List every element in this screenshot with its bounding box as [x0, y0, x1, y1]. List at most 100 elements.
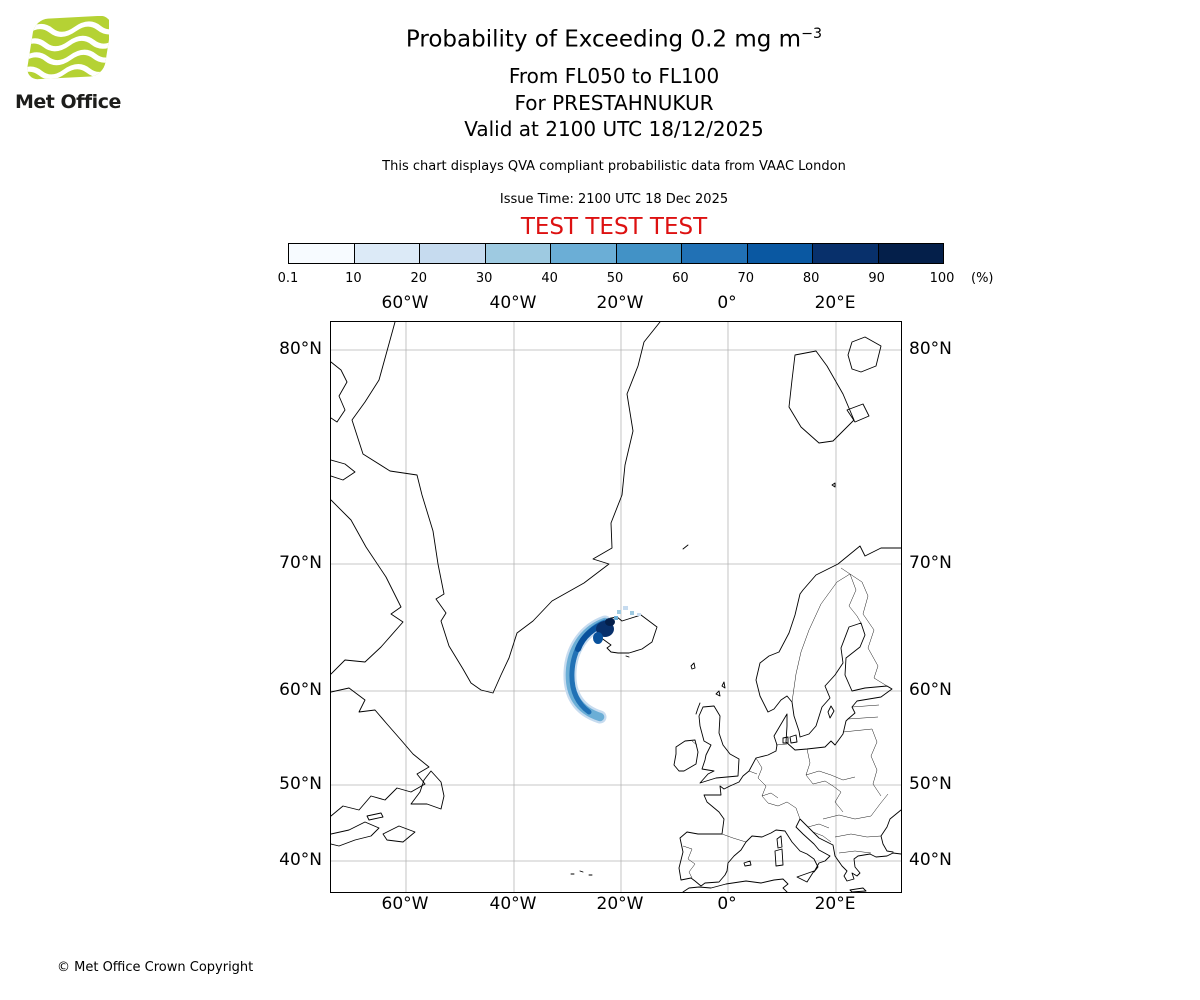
copyright: © Met Office Crown Copyright [57, 960, 254, 975]
coastline-ellesmere [330, 361, 348, 423]
x-axis-label-bottom: 40°W [489, 894, 537, 914]
island-sardinia [774, 848, 784, 867]
y-axis-label-right: 70°N [909, 553, 952, 573]
x-axis-label-top: 20°E [814, 293, 856, 313]
x-axis-label-bottom: 20°E [814, 894, 856, 914]
x-axis-label-top: 20°W [596, 293, 644, 313]
coastlines [330, 321, 902, 893]
met-office-logo-icon [25, 15, 113, 80]
coastline-baffin-island [330, 499, 404, 675]
x-axis-label-top: 60°W [381, 293, 429, 313]
colorbar-segment [289, 244, 354, 263]
colorbar-tick-label: 50 [606, 271, 624, 286]
map-svg [330, 321, 902, 893]
coastline-st-lawrence [330, 821, 380, 847]
colorbar-tick-label: 30 [475, 271, 493, 286]
subtitle-volcano: For PRESTAHNUKUR [514, 91, 714, 115]
colorbar-tick-label: 40 [541, 271, 558, 286]
island-spitsbergen [788, 350, 855, 444]
x-axis-label-top: 40°W [489, 293, 537, 313]
subtitle-flight-levels: From FL050 to FL100 [508, 64, 720, 88]
colorbar-segment [353, 244, 419, 263]
coastline-devon-island [330, 459, 356, 481]
map-frame [330, 321, 902, 893]
ash-plume-speckles [614, 606, 641, 620]
island-hebrides [695, 702, 701, 715]
y-axis-label-right: 60°N [909, 680, 952, 700]
chart-title-exponent: −3 [801, 26, 823, 42]
coastline-labrador [330, 687, 430, 817]
y-axis-label-left: 50°N [279, 774, 322, 794]
coastline-greenland [351, 321, 661, 694]
colorbar-segment [746, 244, 812, 263]
colorbar-unit: (%) [971, 271, 994, 286]
island-nordaustlandet [847, 336, 882, 373]
colorbar-segment [812, 244, 878, 263]
islands-azores [570, 870, 593, 876]
island-shetland [721, 681, 726, 689]
island-bear-island [831, 482, 836, 488]
qva-description: This chart displays QVA compliant probab… [382, 159, 846, 174]
colorbar-segment [615, 244, 681, 263]
colorbar-tick-label: 70 [737, 271, 755, 286]
colorbar-segment [877, 244, 943, 263]
island-vestmannaeyjar [625, 655, 630, 658]
island-corsica [776, 835, 783, 849]
met-office-logo-text: Met Office [15, 91, 121, 113]
y-axis-label-right: 80°N [909, 339, 952, 359]
island-gotland [827, 705, 835, 719]
colorbar-segment [419, 244, 485, 263]
ash-plume-core-secondary [593, 632, 603, 644]
island-orkney [715, 690, 721, 697]
island-faroes [690, 662, 696, 670]
island-majorca [743, 860, 752, 867]
x-axis-label-bottom: 0° [717, 894, 737, 914]
coastline-north-africa [682, 878, 789, 893]
island-edgeoya [846, 403, 870, 423]
coastline-great-britain [698, 705, 740, 784]
y-axis-label-left: 80°N [279, 339, 322, 359]
colorbar [288, 243, 944, 264]
coastline-europe-mainland [678, 545, 902, 887]
y-axis-label-right: 40°N [909, 850, 952, 870]
colorbar-tick-labels: 0.1 10 20 30 40 50 60 70 80 90 100 [0, 271, 1200, 287]
colorbar-tick-label: 10 [345, 271, 362, 286]
colorbar-segment [484, 244, 550, 263]
y-axis-label-left: 40°N [279, 850, 322, 870]
y-axis-label-left: 60°N [279, 680, 322, 700]
colorbar-tick-label: 20 [410, 271, 428, 286]
coastline-ireland [673, 739, 699, 772]
colorbar-segment [550, 244, 616, 263]
island-sicily [796, 870, 815, 883]
colorbar-tick-label: 0.1 [277, 271, 299, 286]
island-funen [782, 736, 789, 744]
island-newfoundland [410, 770, 445, 810]
met-office-logo: Met Office [15, 15, 135, 113]
coastline-nova-scotia [382, 825, 416, 843]
x-axis-label-top: 0° [717, 293, 737, 313]
y-axis-label-right: 50°N [909, 774, 952, 794]
x-axis-label-bottom: 60°W [381, 894, 429, 914]
ash-plume-core-darkest [605, 618, 615, 626]
test-banner: TEST TEST TEST [520, 214, 708, 240]
ash-plume [563, 606, 641, 724]
logo-wave-lines [25, 21, 113, 80]
colorbar-tick-label: 90 [868, 271, 885, 286]
coastline-black-sea [880, 809, 902, 853]
chart-title: Probability of Exceeding 0.2 mg m−3 [28, 26, 1200, 53]
country-borders [682, 567, 889, 879]
chart-title-text: Probability of Exceeding 0.2 mg m [405, 26, 802, 53]
island-anticosti [366, 812, 384, 821]
subtitle-valid-time: Valid at 2100 UTC 18/12/2025 [464, 117, 764, 141]
colorbar-segment [681, 244, 747, 263]
y-axis-label-left: 70°N [279, 553, 322, 573]
colorbar-tick-label: 100 [929, 271, 955, 286]
x-axis-label-bottom: 20°W [596, 894, 644, 914]
island-zealand [789, 734, 798, 744]
graticule [331, 322, 901, 892]
colorbar-tick-label: 80 [802, 271, 820, 286]
island-jan-mayen [682, 544, 689, 550]
colorbar-tick-label: 60 [672, 271, 689, 286]
island-crete [849, 887, 867, 893]
